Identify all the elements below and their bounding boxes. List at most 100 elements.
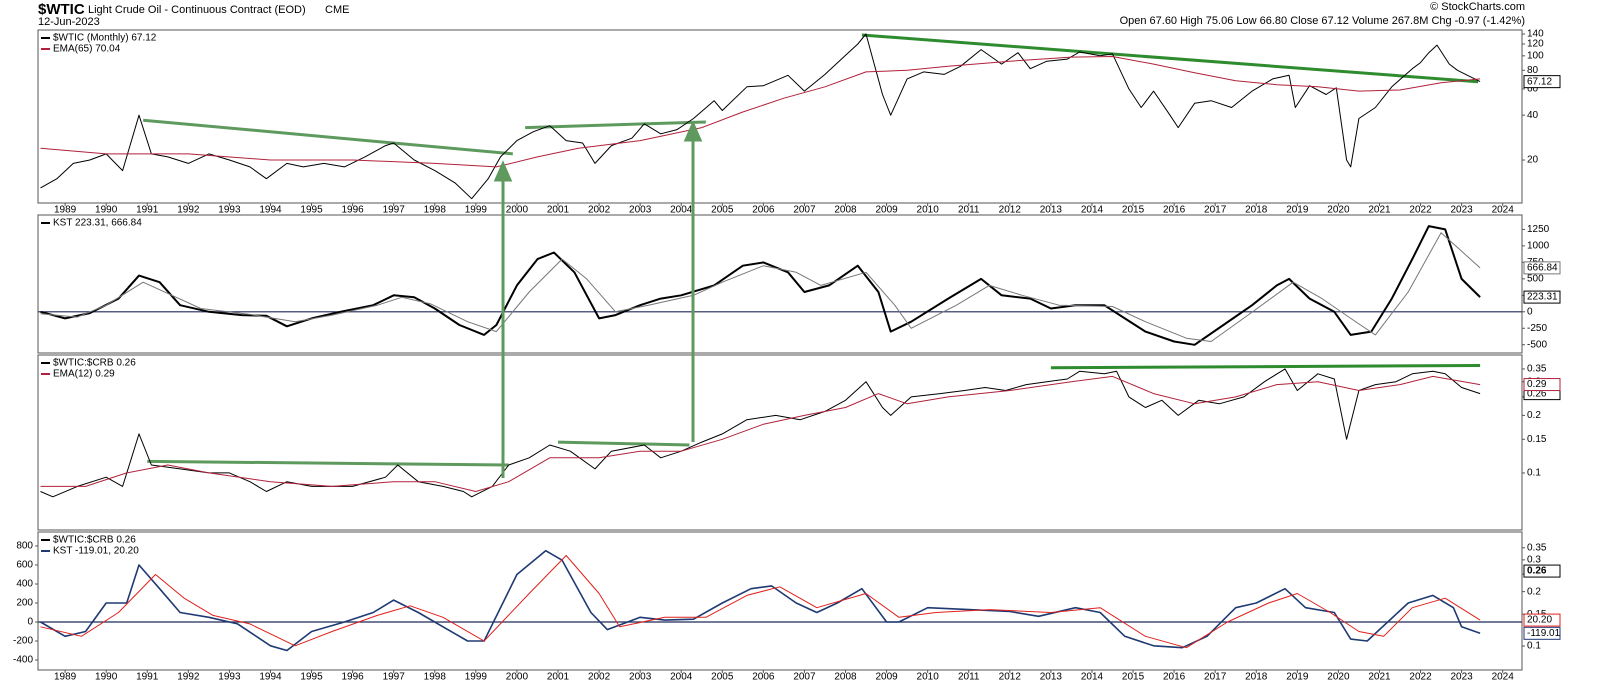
y-tick-label: 60 (1527, 84, 1539, 95)
trendline (861, 33, 1479, 84)
legend-label: EMA(65) 70.04 (53, 44, 121, 55)
x-tick-label: 2019 (1286, 205, 1309, 216)
x-tick-label: 2011 (958, 205, 980, 216)
date: 12-Jun-2023 (38, 16, 100, 28)
x-tick-label: 1995 (300, 672, 323, 683)
value-tag: 67.12 (1527, 76, 1552, 87)
y-tick-label: 100 (1527, 50, 1544, 61)
value-tag-box (1523, 378, 1561, 392)
x-tick-label: 1991 (136, 205, 159, 216)
y-tick-label: 0.35 (1527, 364, 1547, 375)
y-tick-label: 0.15 (1527, 434, 1547, 445)
y-tick-label: 1250 (1527, 224, 1550, 235)
x-tick-label: 2002 (588, 205, 611, 216)
x-tick-label: 2020 (1327, 205, 1350, 216)
x-tick-label: 2007 (793, 672, 816, 683)
value-tag: -119.01 (1527, 628, 1561, 639)
value-tag-box (1523, 261, 1561, 275)
x-tick-label: 1997 (383, 672, 406, 683)
series-line (40, 368, 1481, 498)
x-tick-label: 2008 (834, 205, 857, 216)
y-tick-label: 0 (1527, 306, 1533, 317)
x-tick-label: 2009 (875, 672, 898, 683)
value-tag: 666.84 (1527, 263, 1558, 274)
x-tick-label: 2001 (547, 672, 570, 683)
trendline (557, 440, 690, 447)
value-tag-box (1523, 564, 1561, 578)
x-tick-label: 1992 (177, 205, 200, 216)
y-tick-label: -400 (13, 655, 33, 666)
x-tick-label: 2023 (1450, 205, 1473, 216)
x-tick-label: 2000 (506, 205, 529, 216)
y2-tick-label: 0.35 (1527, 542, 1547, 553)
x-tick-label: 2004 (670, 672, 693, 683)
panel (37, 29, 1523, 204)
y-tick-label: 20 (1527, 155, 1539, 166)
y-tick-label: 80 (1527, 65, 1539, 76)
value-tag: 0.29 (1527, 379, 1547, 390)
x-tick-label: 2001 (547, 205, 570, 216)
y-tick-label: 200 (16, 598, 33, 609)
x-tick-label: 1996 (342, 205, 365, 216)
x-tick-label: 2022 (1409, 205, 1432, 216)
x-tick-label: 1990 (95, 205, 118, 216)
y-tick-label: 600 (16, 560, 33, 571)
arrow-head (683, 120, 703, 142)
x-tick-label: 2017 (1204, 205, 1227, 216)
arrow-head (493, 160, 513, 182)
x-tick-label: 2009 (875, 205, 898, 216)
x-tick-label: 2015 (1122, 672, 1145, 683)
y-tick-label: 120 (1527, 39, 1544, 50)
x-tick-label: 1993 (218, 205, 241, 216)
series-line (40, 375, 1481, 492)
x-tick-label: 1996 (342, 672, 365, 683)
x-tick-label: 2003 (629, 672, 652, 683)
legend-label: $WTIC:$CRB 0.26 (53, 358, 136, 369)
x-tick-label: 1999 (465, 205, 488, 216)
x-tick-label: 1997 (383, 205, 406, 216)
x-tick-label: 1990 (95, 672, 118, 683)
x-tick-label: 2012 (999, 672, 1022, 683)
x-tick-label: 2019 (1286, 672, 1309, 683)
x-tick-label: 2016 (1163, 205, 1186, 216)
y-tick-label: 800 (16, 541, 33, 552)
x-tick-label: 1993 (218, 672, 241, 683)
trendline (1050, 363, 1481, 370)
x-tick-label: 1994 (259, 672, 282, 683)
trendline (525, 120, 706, 130)
x-tick-label: 2014 (1081, 672, 1104, 683)
y2-tick-label: 0.1 (1527, 641, 1541, 652)
x-tick-label: 2000 (506, 672, 529, 683)
y-tick-label: -200 (13, 636, 33, 647)
x-tick-label: 2011 (958, 672, 980, 683)
x-tick-label: 2016 (1163, 672, 1186, 683)
x-tick-label: 2021 (1368, 205, 1391, 216)
x-tick-label: 1992 (177, 672, 200, 683)
value-tag: 0.26 (1527, 388, 1547, 399)
y-tick-label: -250 (1527, 323, 1547, 334)
x-tick-label: 2018 (1245, 672, 1268, 683)
y-tick-label: 500 (1527, 274, 1544, 285)
y2-tick-label: 0.3 (1527, 554, 1541, 565)
x-tick-label: 2005 (711, 672, 734, 683)
value-tag: 0.26 (1527, 566, 1547, 577)
y-tick-label: 0 (27, 617, 33, 628)
x-tick-label: 2006 (752, 205, 775, 216)
x-tick-label: 1989 (54, 672, 77, 683)
legend-label: $WTIC (Monthly) 67.12 (53, 33, 157, 44)
trendline (143, 118, 513, 156)
x-tick-label: 1994 (259, 205, 282, 216)
x-tick-label: 2015 (1122, 205, 1145, 216)
series-line (40, 33, 1481, 200)
y2-tick-label: 0.2 (1527, 586, 1541, 597)
x-tick-label: 2020 (1327, 672, 1350, 683)
value-tag-box (1523, 613, 1561, 627)
legend-label: $WTIC:$CRB 0.26 (53, 535, 136, 546)
stats: Open 67.60 High 75.06 Low 66.80 Close 67… (1120, 15, 1525, 27)
x-tick-label: 2024 (1492, 672, 1515, 683)
arrows (493, 120, 703, 478)
x-tick-label: 2006 (752, 672, 775, 683)
legend-label: EMA(12) 0.29 (53, 369, 115, 380)
